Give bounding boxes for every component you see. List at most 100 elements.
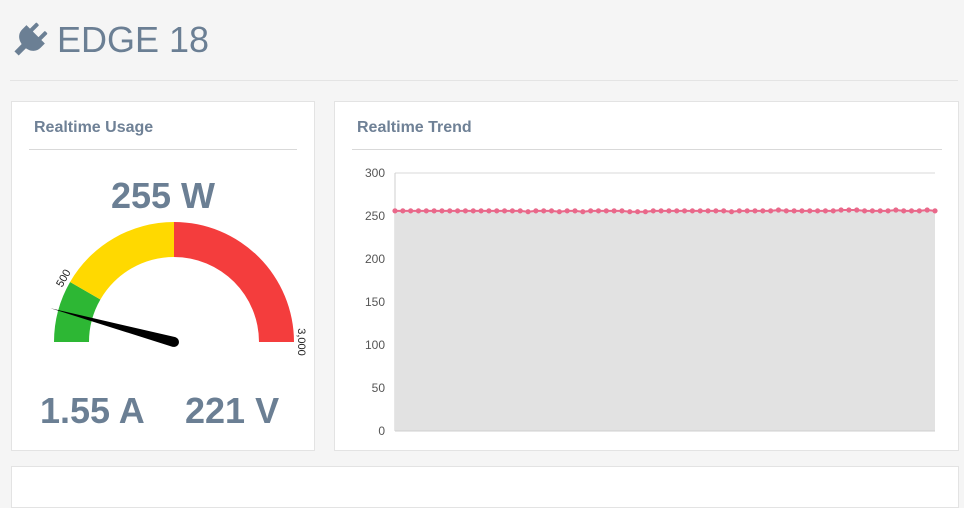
trend-point [603,208,609,214]
gauge-tick-label: 3,000 [295,328,307,356]
trend-point [501,208,508,214]
trend-point [556,209,562,215]
y-tick-label: 200 [365,252,385,266]
trend-point [705,208,711,214]
trend-point [752,208,758,214]
gauge-band-0 [54,282,101,342]
trend-point [901,208,907,214]
trend-point [885,208,891,214]
trend-point [572,208,578,214]
bottom-card [11,466,959,508]
page-title: EDGE 18 [57,19,210,60]
trend-point [447,208,453,214]
trend-point [486,208,492,214]
trend-line [395,208,936,213]
trend-point [564,208,570,214]
trend-point [588,208,594,214]
trend-point [478,208,484,214]
trend-point [861,208,868,214]
trend-point [783,208,789,214]
trend-point [681,208,688,214]
y-tick-label: 50 [372,381,386,395]
trend-point [470,208,476,214]
trend-point [541,208,547,214]
trend-point [462,208,469,214]
trend-point [439,208,445,214]
trend-point [830,208,836,214]
trend-point [595,208,602,214]
trend-point [423,208,429,214]
trend-point [666,208,672,214]
trend-point [635,209,641,215]
usage-card-divider [29,149,297,150]
trend-point [924,207,930,213]
y-tick-label: 0 [378,424,385,438]
page-header: EDGE 18 [10,0,958,81]
trend-point [893,207,899,213]
gauge-band-1 [70,222,174,300]
trend-point [815,208,821,214]
power-readout: 255 W [110,175,216,216]
trend-point [455,208,461,214]
trend-point [760,208,766,214]
trend-point [408,208,414,214]
trend-card-title: Realtime Trend [357,119,472,136]
trend-point [799,208,805,214]
trend-point [713,208,719,214]
trend-point [877,208,883,214]
trend-point [517,208,523,214]
y-tick-label: 150 [365,295,385,309]
gauge-needle-hub [169,337,179,347]
trend-point [916,208,922,214]
voltage-readout: 221 V [185,390,280,431]
trend-point [674,208,680,214]
trend-point [846,207,852,213]
trend-point [932,208,938,214]
trend-point [509,208,515,214]
current-readout: 1.55 A [40,390,145,431]
trend-point [768,208,774,214]
trend-area [395,209,935,431]
y-tick-label: 300 [365,166,385,180]
trend-point [415,208,422,214]
plug-icon [14,22,48,56]
trend-point [908,208,915,214]
trend-point [611,208,617,214]
trend-point [744,208,750,214]
trend-point [807,208,813,214]
trend-point [838,207,844,213]
trend-point [580,209,586,215]
trend-point [869,208,875,214]
usage-card-title: Realtime Usage [34,119,154,136]
trend-point [854,207,860,213]
trend-point [548,208,555,214]
trend-point [658,208,664,214]
trend-point [822,208,829,214]
trend-point [525,209,531,215]
trend-point [650,208,656,214]
trend-point [494,208,500,214]
y-tick-label: 100 [365,338,385,352]
trend-point [697,208,703,214]
y-tick-label: 250 [365,209,385,223]
trend-point [400,208,406,214]
trend-point [642,209,649,215]
trend-point [431,208,437,214]
trend-card-divider [352,149,942,150]
trend-chart: 0 50 100 150 200 250 300 [365,166,938,438]
trend-point [392,208,398,214]
gauge-band-2 [174,222,294,342]
gauge-needle [50,308,176,347]
trend-point [721,208,727,214]
trend-point [533,208,539,214]
trend-point [689,208,695,214]
trend-point [627,209,633,215]
trend-point [619,208,625,214]
trend-point [728,209,735,215]
trend-point [791,208,797,214]
trend-point [736,208,742,214]
trend-point [775,207,782,213]
trend-card: Realtime Trend 0 50 100 150 200 250 300 [334,101,959,451]
